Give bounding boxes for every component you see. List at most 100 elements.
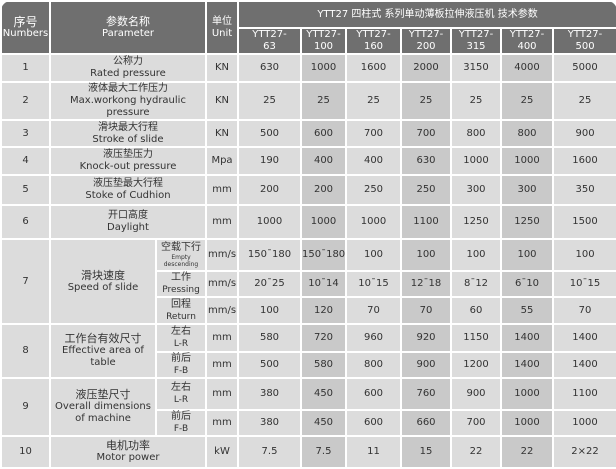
value-cell: 450 bbox=[300, 409, 347, 437]
value-cell: 25 bbox=[500, 81, 554, 121]
value-cell: 22 bbox=[500, 435, 554, 469]
value-cell: 800 bbox=[450, 119, 502, 148]
value-cell: 900 bbox=[400, 351, 452, 379]
unit-cell: mm bbox=[205, 377, 239, 411]
value-cell: 1400 bbox=[551, 323, 616, 353]
value-cell: 3150 bbox=[450, 53, 502, 83]
parameter-name: 电机功率 Motor power bbox=[49, 435, 207, 469]
value-cell: 1000 bbox=[450, 146, 502, 176]
value-cell: 500 bbox=[237, 119, 302, 148]
value-cell: 1000 bbox=[300, 204, 347, 240]
table-row: 前后 F-B mm 380 450 600 660 700 1000 1000 bbox=[1, 409, 616, 437]
unit-cell: KN bbox=[205, 53, 239, 83]
parameter-name: 液体最大工作压力 Max.workong hydraulic pressure bbox=[49, 81, 207, 121]
table-row: 3 滑块最大行程 Stroke of slide KN 500 600 700 700 800 8… bbox=[0, 119, 616, 148]
table-row: 5 液压垫最大行程 Stoke of Cudhion mm 200 200 250 250 30… bbox=[0, 174, 616, 206]
value-cell: 500 bbox=[237, 351, 302, 379]
model-header: YTT27- 63 bbox=[237, 27, 302, 55]
table-row: 回程 Return mm/s 100 120 70 70 60 55 70 bbox=[1, 296, 616, 325]
sub-parameter: 前后 F-B bbox=[155, 409, 207, 437]
value-cell: 350 bbox=[551, 174, 616, 206]
value-cell: 25 bbox=[237, 81, 302, 121]
table-row: 8 工作台有效尺寸 Effective area of table 左右 L-R mm 58… bbox=[0, 323, 616, 379]
value-cell: 5000 bbox=[551, 53, 616, 83]
value-cell: 20¯25 bbox=[237, 270, 302, 298]
value-cell: 600 bbox=[300, 119, 347, 148]
sub-parameter: 回程 Return bbox=[155, 296, 207, 325]
row-number: 4 bbox=[0, 146, 51, 176]
value-cell: 22 bbox=[450, 435, 502, 469]
model-header: YTT27- 100 bbox=[300, 27, 347, 55]
table-row: 9 液压垫尺寸 Overall dimensions of machine 左右 L-R… bbox=[0, 377, 616, 437]
sub-parameter: 前后 F-B bbox=[155, 351, 207, 379]
row-number: 8 bbox=[0, 323, 51, 379]
unit-cell: KN bbox=[205, 81, 239, 121]
value-cell: 2000 bbox=[400, 53, 452, 83]
value-cell: 1000 bbox=[551, 409, 616, 437]
row-number: 9 bbox=[0, 377, 51, 437]
value-cell: 450 bbox=[300, 377, 347, 411]
value-cell: 11 bbox=[345, 435, 402, 469]
value-cell: 100 bbox=[450, 238, 502, 272]
value-cell: 25 bbox=[345, 81, 402, 121]
value-cell: 900 bbox=[450, 377, 502, 411]
sub-parameter: 空载下行 Empty descending bbox=[155, 238, 207, 272]
value-cell: 70 bbox=[551, 296, 616, 325]
value-cell: 25 bbox=[551, 81, 616, 121]
value-cell: 120 bbox=[300, 296, 347, 325]
value-cell: 8¯12 bbox=[450, 270, 502, 298]
row-number: 5 bbox=[0, 174, 51, 206]
value-cell: 600 bbox=[345, 409, 402, 437]
value-cell: 1250 bbox=[500, 204, 554, 240]
table-title: YTT27 四柱式 系列单动薄板拉伸液压机 技术参数 bbox=[236, 0, 616, 29]
value-cell: 1400 bbox=[551, 351, 616, 379]
parameter-name: 滑块最大行程 Stroke of slide bbox=[49, 119, 207, 148]
value-cell: 70 bbox=[345, 296, 402, 325]
row-number: 10 bbox=[0, 435, 51, 469]
unit-cell: kW bbox=[205, 435, 239, 469]
model-header: YTT27- 500 bbox=[551, 27, 616, 55]
parameter-name: 公称力 Rated pressure bbox=[49, 53, 207, 83]
table-row: 4 液压垫压力 Knock-out pressure Mpa 190 400 400 630 1… bbox=[0, 146, 616, 176]
value-cell: 1400 bbox=[500, 323, 554, 353]
value-cell: 1600 bbox=[551, 146, 616, 176]
value-cell: 600 bbox=[345, 377, 402, 411]
row-number: 3 bbox=[0, 119, 51, 148]
parameter-name: 液压垫最大行程 Stoke of Cudhion bbox=[49, 174, 207, 206]
value-cell: 380 bbox=[237, 409, 302, 437]
value-cell: 25 bbox=[450, 81, 502, 121]
unit-cell: Mpa bbox=[205, 146, 239, 176]
value-cell: 400 bbox=[300, 146, 347, 176]
value-cell: 10¯15 bbox=[551, 270, 616, 298]
sub-parameter: 工作 Pressing bbox=[155, 270, 207, 298]
value-cell: 800 bbox=[500, 119, 554, 148]
value-cell: 100 bbox=[237, 296, 302, 325]
parameter-name: 工作台有效尺寸 Effective area of table bbox=[49, 323, 157, 379]
parameter-name: 开口高度 Daylight bbox=[49, 204, 207, 240]
value-cell: 380 bbox=[237, 377, 302, 411]
value-cell: 10¯15 bbox=[345, 270, 402, 298]
row-number: 1 bbox=[0, 53, 51, 83]
unit-cell: mm bbox=[205, 323, 239, 353]
value-cell: 960 bbox=[345, 323, 402, 353]
model-header: YTT27- 315 bbox=[450, 27, 502, 55]
sub-parameter: 左右 L-R bbox=[155, 323, 207, 353]
value-cell: 630 bbox=[237, 53, 302, 83]
value-cell: 4000 bbox=[500, 53, 554, 83]
value-cell: 190 bbox=[237, 146, 302, 176]
parameter-header: 参数名称 Parameter bbox=[49, 0, 207, 55]
value-cell: 1150 bbox=[450, 323, 502, 353]
value-cell: 25 bbox=[300, 81, 347, 121]
unit-cell: mm bbox=[205, 409, 239, 437]
unit-cell: mm bbox=[205, 351, 239, 379]
model-header: YTT27- 200 bbox=[400, 27, 452, 55]
unit-cell: mm/s bbox=[205, 296, 239, 325]
value-cell: 150¯180 bbox=[300, 238, 347, 272]
value-cell: 100 bbox=[551, 238, 616, 272]
table-row: 2 液体最大工作压力 Max.workong hydraulic pressure K… bbox=[0, 81, 616, 121]
unit-cell: mm bbox=[205, 204, 239, 240]
parameter-name: 滑块速度 Speed of slide bbox=[49, 238, 157, 325]
value-cell: 700 bbox=[345, 119, 402, 148]
value-cell: 10¯14 bbox=[300, 270, 347, 298]
